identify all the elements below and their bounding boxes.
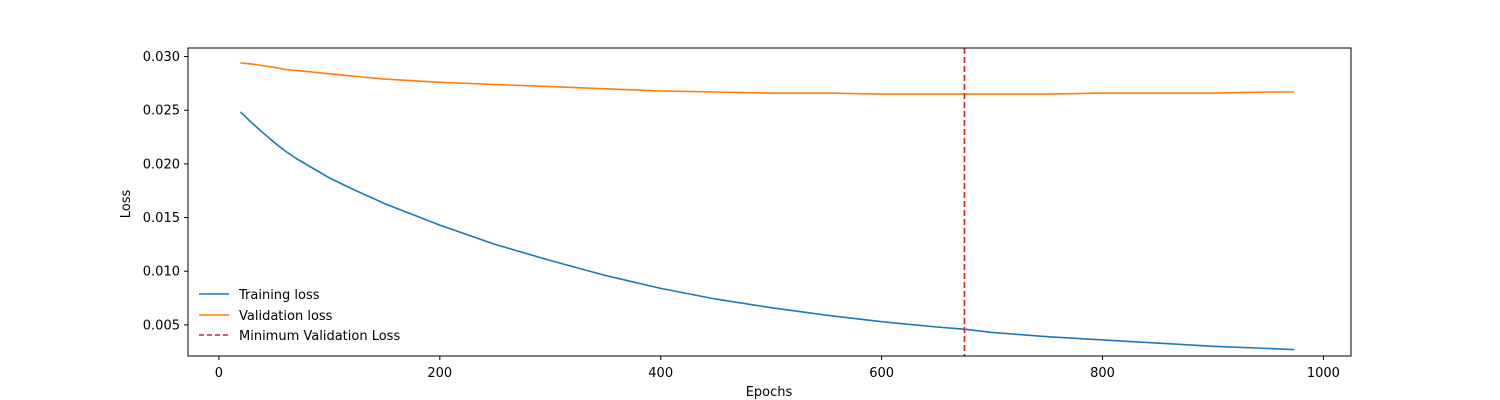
plot-area	[240, 48, 1295, 356]
y-tick-label: 0.005	[143, 318, 180, 333]
y-tick-label: 0.025	[143, 104, 180, 119]
legend-label-validation-loss: Validation loss	[239, 309, 333, 324]
legend-label-training-loss: Training loss	[238, 288, 320, 303]
x-axis: 0 200 400 600 800 1000	[215, 356, 1340, 381]
series-line-validation-loss	[240, 62, 1295, 95]
y-tick-label: 0.030	[143, 50, 180, 65]
x-tick-label: 1000	[1307, 366, 1340, 381]
y-tick-label: 0.020	[143, 157, 180, 172]
x-tick-label: 400	[648, 366, 673, 381]
x-tick-label: 200	[427, 366, 452, 381]
y-tick-label: 0.010	[143, 265, 180, 280]
legend-label-minimum-validation-loss: Minimum Validation Loss	[239, 329, 400, 344]
x-tick-label: 600	[869, 366, 894, 381]
axes-frame	[187, 47, 1352, 357]
y-axis: 0.005 0.010 0.015 0.020 0.025 0.030	[143, 50, 188, 333]
y-axis-label: Loss	[119, 190, 134, 219]
legend: Training loss Validation loss Minimum Va…	[199, 288, 400, 344]
x-axis-label: Epochs	[746, 385, 793, 400]
series-line-training-loss	[240, 111, 1295, 351]
y-tick-label: 0.015	[143, 211, 180, 226]
x-tick-label: 800	[1090, 366, 1115, 381]
x-tick-label: 0	[215, 366, 223, 381]
